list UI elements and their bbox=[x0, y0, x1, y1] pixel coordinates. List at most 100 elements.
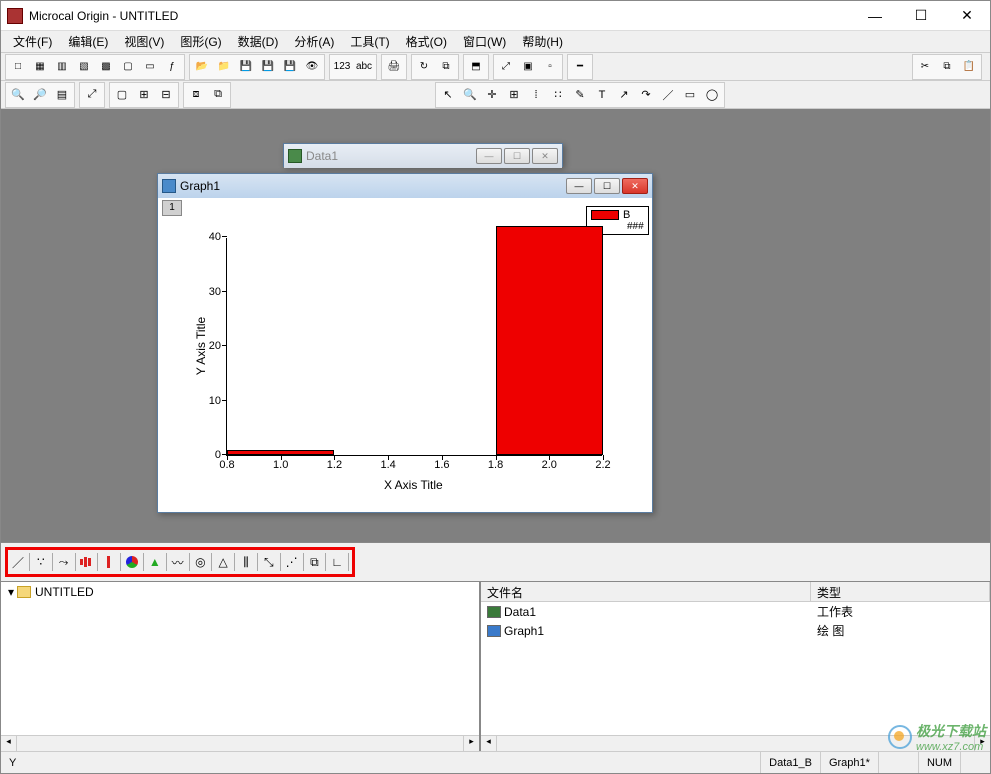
new-matrix-button[interactable]: ▩ bbox=[95, 56, 117, 78]
zoom-tool-button[interactable]: 🔍 bbox=[459, 84, 481, 106]
tree-expand-icon[interactable]: ▾ bbox=[5, 585, 17, 599]
file-row-1[interactable]: Graph1绘 图 bbox=[481, 621, 990, 640]
pointer-button[interactable]: ↖ bbox=[437, 84, 459, 106]
file-list-scrollbar[interactable]: ◂ ▸ bbox=[481, 735, 990, 751]
rescale-button[interactable]: ⤢ bbox=[495, 56, 517, 78]
circle-button[interactable]: ◯ bbox=[701, 84, 723, 106]
copy-button[interactable]: ⧉ bbox=[936, 56, 958, 78]
menu-item-6[interactable]: 工具(T) bbox=[342, 31, 397, 52]
panel1-button[interactable]: ▢ bbox=[111, 84, 133, 106]
tree-root[interactable]: ▾ UNTITLED bbox=[3, 584, 477, 600]
data1-close[interactable]: ✕ bbox=[532, 148, 558, 164]
text-tool-button[interactable]: T bbox=[591, 84, 613, 106]
new-notes-button[interactable]: ▢ bbox=[117, 56, 139, 78]
layer-tab[interactable]: 1 bbox=[162, 200, 182, 216]
col-abc-button[interactable]: abc bbox=[353, 56, 375, 78]
print-button[interactable]: 🖨 bbox=[383, 56, 405, 78]
col-type[interactable]: 类型 bbox=[811, 582, 990, 601]
plot-template-button[interactable]: ⧉ bbox=[306, 552, 322, 572]
slider-button[interactable]: ━ bbox=[569, 56, 591, 78]
bar-0[interactable] bbox=[227, 450, 334, 455]
open-template-button[interactable]: 📁 bbox=[213, 56, 235, 78]
new-excel-button[interactable]: ▥ bbox=[51, 56, 73, 78]
data1-window[interactable]: Data1 — ☐ ✕ bbox=[283, 143, 563, 167]
plot-scatter3d-button[interactable]: ⋰ bbox=[284, 552, 300, 572]
plot-axis-button[interactable]: ∟ bbox=[329, 552, 345, 572]
menu-item-0[interactable]: 文件(F) bbox=[5, 31, 60, 52]
duplicate-button[interactable]: ⧉ bbox=[435, 56, 457, 78]
line-tool-button[interactable]: ／ bbox=[657, 84, 679, 106]
plot-bar-button[interactable] bbox=[101, 552, 117, 572]
graph1-body[interactable]: 1 B ### 0102030400.81.01.21.41.61.82.02.… bbox=[158, 198, 652, 512]
data-reader-button[interactable]: ⁞ bbox=[525, 84, 547, 106]
zoom-out-button[interactable]: 🔎 bbox=[29, 84, 51, 106]
menu-item-9[interactable]: 帮助(H) bbox=[514, 31, 571, 52]
menu-item-1[interactable]: 编辑(E) bbox=[60, 31, 116, 52]
save-project-button[interactable]: 💾 bbox=[279, 56, 301, 78]
full-button[interactable]: ▫ bbox=[539, 56, 561, 78]
plot-ternary-button[interactable]: △ bbox=[215, 552, 231, 572]
plot-line-symbol-button[interactable]: ⤳ bbox=[56, 552, 72, 572]
minimize-button[interactable]: — bbox=[852, 1, 898, 31]
add-layer-button[interactable]: ⬒ bbox=[465, 56, 487, 78]
file-row-0[interactable]: Data1工作表 bbox=[481, 602, 990, 621]
refresh-button[interactable]: ↻ bbox=[413, 56, 435, 78]
file-list[interactable]: Data1工作表Graph1绘 图 bbox=[481, 602, 990, 735]
x-axis-label[interactable]: X Axis Title bbox=[384, 478, 443, 492]
zoom-layer-button[interactable]: ▣ bbox=[517, 56, 539, 78]
tree-scroll-left[interactable]: ◂ bbox=[1, 736, 17, 751]
data-selector-button[interactable]: ⊞ bbox=[503, 84, 525, 106]
screen-reader-button[interactable]: ✛ bbox=[481, 84, 503, 106]
tree-scroll-right[interactable]: ▸ bbox=[463, 736, 479, 751]
arrow-tool-button[interactable]: ↗ bbox=[613, 84, 635, 106]
mask-button[interactable]: ∷ bbox=[547, 84, 569, 106]
data1-minimize[interactable]: — bbox=[476, 148, 502, 164]
new-project-button[interactable]: □ bbox=[7, 56, 29, 78]
menu-item-4[interactable]: 数据(D) bbox=[230, 31, 287, 52]
data1-titlebar[interactable]: Data1 — ☐ ✕ bbox=[284, 144, 562, 168]
plot-line-button[interactable]: ／ bbox=[10, 552, 26, 572]
save-button[interactable]: 💾 bbox=[235, 56, 257, 78]
graph1-maximize[interactable]: ☐ bbox=[594, 178, 620, 194]
menu-item-2[interactable]: 视图(V) bbox=[116, 31, 172, 52]
plot-contour-button[interactable]: ◎ bbox=[192, 552, 208, 572]
graph1-close[interactable]: ✕ bbox=[622, 178, 648, 194]
print-preview-button[interactable]: 👁 bbox=[301, 56, 323, 78]
save-template-button[interactable]: 💾 bbox=[257, 56, 279, 78]
col-123-button[interactable]: 123 bbox=[331, 56, 353, 78]
menu-item-7[interactable]: 格式(O) bbox=[398, 31, 455, 52]
rescale-show-button[interactable]: ⤢ bbox=[81, 84, 103, 106]
menu-item-8[interactable]: 窗口(W) bbox=[455, 31, 514, 52]
graph1-titlebar[interactable]: Graph1 — ☐ ✕ bbox=[158, 174, 652, 198]
menu-item-5[interactable]: 分析(A) bbox=[286, 31, 342, 52]
plot-column-button[interactable] bbox=[78, 552, 94, 572]
data1-maximize[interactable]: ☐ bbox=[504, 148, 530, 164]
menu-item-3[interactable]: 图形(G) bbox=[172, 31, 229, 52]
new-function-button[interactable]: ƒ bbox=[161, 56, 183, 78]
curved-arrow-button[interactable]: ↷ bbox=[635, 84, 657, 106]
cut-button[interactable]: ✂ bbox=[914, 56, 936, 78]
plot-spline-button[interactable]: 〰 bbox=[170, 552, 186, 572]
new-graph-button[interactable]: ▧ bbox=[73, 56, 95, 78]
layer-add-button[interactable]: ⧉ bbox=[207, 84, 229, 106]
plot-scatter-button[interactable]: ∵ bbox=[33, 552, 49, 572]
plot-stock-button[interactable]: ⫼ bbox=[238, 552, 254, 572]
paste-button[interactable]: 📋 bbox=[958, 56, 980, 78]
open-button[interactable]: 📂 bbox=[191, 56, 213, 78]
graph1-window[interactable]: Graph1 — ☐ ✕ 1 B ### 0102030400.81.01.21… bbox=[157, 173, 653, 513]
zoom-in-button[interactable]: 🔍 bbox=[7, 84, 29, 106]
col-name[interactable]: 文件名 bbox=[481, 582, 811, 601]
y-axis-label[interactable]: Y Axis Title bbox=[194, 317, 208, 375]
plot-pie-button[interactable] bbox=[124, 552, 140, 572]
reader-button[interactable]: ▤ bbox=[51, 84, 73, 106]
close-button[interactable]: ✕ bbox=[944, 1, 990, 31]
maximize-button[interactable]: ☐ bbox=[898, 1, 944, 31]
plot-vector-button[interactable]: ⤡ bbox=[261, 552, 277, 572]
bar-1[interactable] bbox=[496, 226, 603, 455]
new-worksheet-button[interactable]: ▦ bbox=[29, 56, 51, 78]
layer-mgmt-button[interactable]: ⧈ bbox=[185, 84, 207, 106]
project-tree[interactable]: ▾ UNTITLED bbox=[1, 582, 479, 735]
graph1-minimize[interactable]: — bbox=[566, 178, 592, 194]
draw-data-button[interactable]: ✎ bbox=[569, 84, 591, 106]
panel9-button[interactable]: ⊟ bbox=[155, 84, 177, 106]
